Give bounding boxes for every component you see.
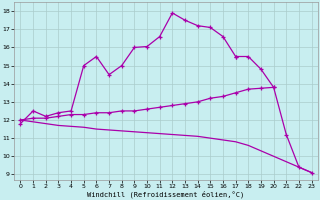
X-axis label: Windchill (Refroidissement éolien,°C): Windchill (Refroidissement éolien,°C) [87,190,245,198]
